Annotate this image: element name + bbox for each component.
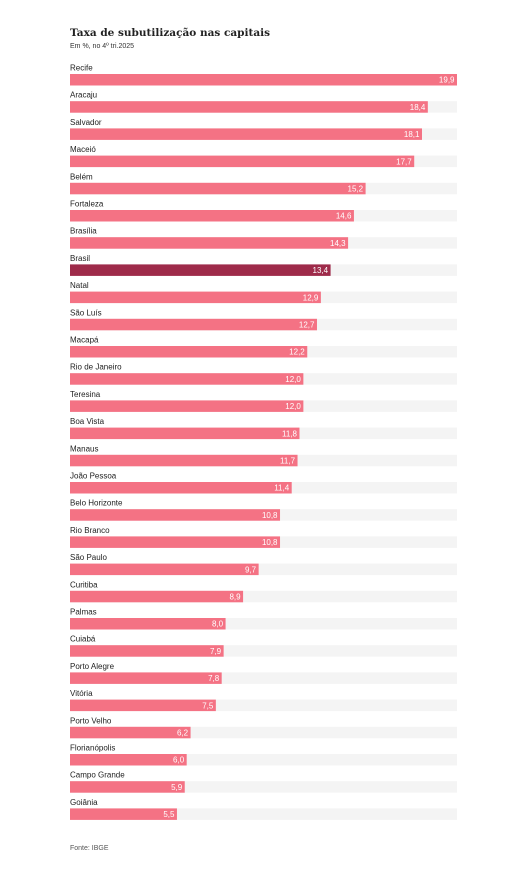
category-label: Recife bbox=[70, 64, 93, 73]
bar bbox=[70, 726, 191, 739]
value-label: 6,2 bbox=[177, 729, 189, 738]
category-label: Manaus bbox=[70, 444, 98, 453]
category-label: Palmas bbox=[70, 608, 97, 617]
bar bbox=[70, 454, 298, 467]
value-label: 8,0 bbox=[212, 620, 224, 629]
bar bbox=[70, 264, 331, 276]
bar bbox=[70, 210, 354, 222]
category-label: Rio Branco bbox=[70, 526, 110, 535]
value-label: 19,9 bbox=[439, 76, 455, 85]
value-label: 18,4 bbox=[410, 103, 426, 112]
category-label: Porto Velho bbox=[70, 716, 112, 725]
chart-subtitle: Em %, no 4º tri.2025 bbox=[70, 43, 135, 50]
bar bbox=[70, 128, 422, 140]
value-label: 11,8 bbox=[282, 429, 298, 438]
value-label: 17,7 bbox=[396, 157, 412, 166]
category-label: São Luís bbox=[70, 308, 102, 317]
bar-track bbox=[70, 699, 457, 712]
category-label: Natal bbox=[70, 281, 89, 290]
bar bbox=[70, 563, 259, 576]
bar-track bbox=[70, 645, 457, 657]
value-label: 10,8 bbox=[262, 511, 278, 520]
category-label: Cuiabá bbox=[70, 635, 96, 644]
bar bbox=[70, 808, 177, 820]
bar bbox=[70, 101, 428, 113]
value-label: 12,9 bbox=[303, 293, 319, 302]
bar-track bbox=[70, 618, 457, 630]
category-label: Porto Alegre bbox=[70, 662, 115, 671]
bar bbox=[70, 672, 222, 684]
chart-source: Fonte: IBGE bbox=[70, 845, 109, 852]
value-label: 11,4 bbox=[274, 484, 290, 493]
bar-track bbox=[70, 781, 457, 793]
category-label: Macapá bbox=[70, 336, 99, 345]
bar bbox=[70, 536, 281, 548]
category-label: João Pessoa bbox=[70, 472, 117, 481]
value-label: 7,9 bbox=[210, 647, 222, 656]
category-label: São Paulo bbox=[70, 553, 107, 562]
bar-track bbox=[70, 590, 457, 603]
value-label: 18,1 bbox=[404, 130, 420, 139]
value-label: 12,7 bbox=[299, 321, 315, 330]
bar bbox=[70, 482, 292, 494]
bar bbox=[70, 590, 244, 603]
category-label: Belém bbox=[70, 172, 93, 181]
bar-track bbox=[70, 672, 457, 684]
bar bbox=[70, 346, 308, 358]
bar-track bbox=[70, 563, 457, 576]
bar bbox=[70, 509, 281, 521]
bar bbox=[70, 699, 216, 712]
category-label: Belo Horizonte bbox=[70, 499, 123, 508]
value-label: 8,9 bbox=[229, 593, 241, 602]
value-label: 15,2 bbox=[348, 185, 364, 194]
value-label: 12,0 bbox=[285, 402, 301, 411]
category-label: Curitiba bbox=[70, 580, 98, 589]
value-label: 9,7 bbox=[245, 565, 257, 574]
category-label: Aracaju bbox=[70, 91, 97, 100]
bar bbox=[70, 155, 415, 168]
bar bbox=[70, 373, 304, 385]
value-label: 14,3 bbox=[330, 239, 346, 248]
chart-title: Taxa de subutilização nas capitais bbox=[70, 27, 271, 39]
category-label: Rio de Janeiro bbox=[70, 363, 122, 372]
category-label: Brasil bbox=[70, 254, 90, 263]
bar bbox=[70, 182, 366, 195]
value-label: 6,0 bbox=[173, 756, 185, 765]
bar-track bbox=[70, 808, 457, 820]
bar bbox=[70, 318, 317, 331]
category-label: Fortaleza bbox=[70, 200, 104, 209]
category-label: Vitória bbox=[70, 689, 93, 698]
category-label: Goiânia bbox=[70, 798, 98, 807]
bar bbox=[70, 754, 187, 766]
value-label: 12,0 bbox=[285, 375, 301, 384]
category-label: Teresina bbox=[70, 390, 101, 399]
value-label: 5,5 bbox=[163, 810, 175, 819]
value-label: 10,8 bbox=[262, 538, 278, 547]
value-label: 7,8 bbox=[208, 674, 220, 683]
bar bbox=[70, 618, 226, 630]
category-label: Maceió bbox=[70, 145, 96, 154]
value-label: 13,4 bbox=[313, 266, 329, 275]
bar bbox=[70, 645, 224, 657]
bar bbox=[70, 400, 304, 412]
bar bbox=[70, 74, 457, 86]
value-label: 5,9 bbox=[171, 783, 183, 792]
value-label: 12,2 bbox=[289, 348, 305, 357]
category-label: Florianópolis bbox=[70, 744, 115, 753]
value-label: 14,6 bbox=[336, 212, 352, 221]
category-label: Brasília bbox=[70, 227, 97, 236]
bar-track bbox=[70, 726, 457, 739]
value-label: 7,5 bbox=[202, 701, 214, 710]
category-label: Boa Vista bbox=[70, 417, 105, 426]
category-label: Salvador bbox=[70, 118, 102, 127]
bar bbox=[70, 291, 321, 304]
bar bbox=[70, 237, 349, 249]
bar bbox=[70, 427, 300, 440]
category-label: Campo Grande bbox=[70, 771, 125, 780]
bar bbox=[70, 781, 185, 793]
bar-track bbox=[70, 754, 457, 766]
value-label: 11,7 bbox=[280, 457, 296, 466]
